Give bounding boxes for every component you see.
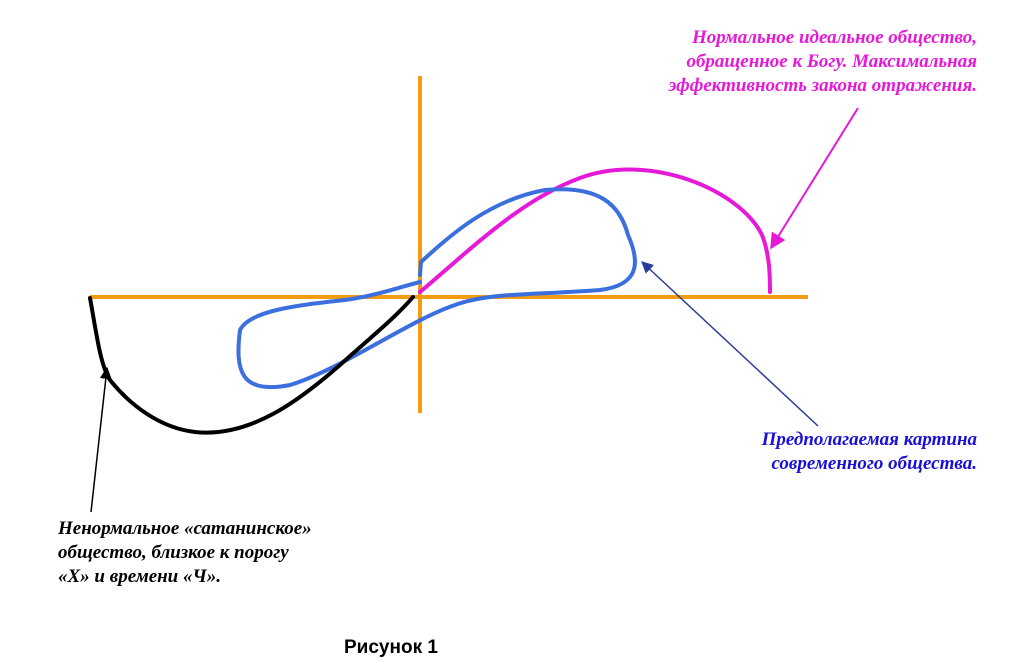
modern-pointer-arrow xyxy=(641,261,819,427)
figure-caption: Рисунок 1 xyxy=(344,637,438,658)
satanic-label-line: Ненормальное «сатанинское» xyxy=(58,518,312,539)
modern-society-label: Предполагаемая картина современного обще… xyxy=(762,428,977,476)
ideal-society-curve xyxy=(418,167,772,294)
modern-label-line: Предполагаемая картина xyxy=(761,429,977,450)
modern-label-line: современного общества. xyxy=(771,453,977,474)
ideal-label-line: эффективность закона отражения. xyxy=(668,75,978,96)
ideal-society-label: Нормальное идеальное общество, обращенно… xyxy=(669,26,978,98)
ideal-label-line: Нормальное идеальное общество, xyxy=(691,27,977,48)
modern-society-curve xyxy=(236,187,637,390)
satanic-label-line: общество, близкое к порогу xyxy=(58,542,289,563)
satanic-society-label: Ненормальное «сатанинское» общество, бли… xyxy=(58,517,312,589)
ideal-pointer-arrow xyxy=(770,107,859,250)
satanic-pointer-arrow xyxy=(90,366,112,513)
satanic-label-line: «X» и времени «Ч». xyxy=(58,566,221,587)
ideal-label-line: обращенное к Богу. Максимальная xyxy=(686,51,977,72)
